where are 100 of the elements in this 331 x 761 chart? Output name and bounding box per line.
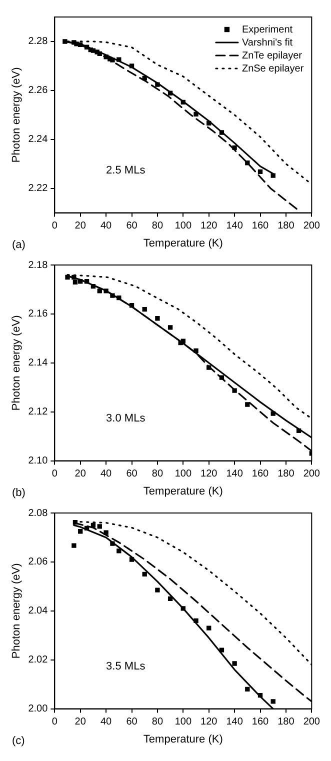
legend-label: Experiment [242,24,293,36]
point [155,588,160,592]
point [168,325,173,330]
x-tick-label: 100 [174,468,192,480]
y-tick-label: 2.06 [28,556,48,568]
y-tick-label: 2.16 [28,308,48,320]
point [97,51,102,56]
point [129,303,134,308]
x-tick-label: 100 [174,220,192,232]
point [78,529,83,534]
point [78,279,83,284]
point [206,365,212,370]
y-tick-label: 2.18 [28,260,48,271]
point [232,388,237,393]
point [168,90,173,96]
y-axis-title: Photon energy (eV) [10,563,23,659]
point [168,596,173,601]
x-tick-label: 180 [278,220,295,232]
point [104,530,108,535]
x-axis-title: Temperature (K) [143,237,223,250]
x-tick-label: 160 [252,468,270,480]
point [84,526,90,531]
text: (b) [12,487,26,499]
text: (c) [12,735,25,747]
x-tick-label: 200 [303,716,320,728]
x-tick-label: 160 [252,220,270,232]
point [270,411,276,416]
point [245,402,250,407]
point [90,522,96,528]
x-tick-label: 20 [74,468,86,480]
x-axis-title: Temperature (K) [143,485,223,498]
x-axis-title: Temperature (K) [143,733,223,746]
x-tick-label: 120 [200,468,218,480]
point [180,606,186,611]
x-tick-label: 140 [226,468,244,480]
point [84,44,90,50]
x-tick-label: 40 [100,468,112,480]
point [72,280,78,284]
x-tick-label: 60 [126,716,138,728]
point [72,520,78,525]
annotation: 3.0 MLs [106,412,146,425]
point [155,316,160,321]
x-tick-label: 40 [100,220,112,232]
point [232,661,237,666]
legend-label: Varshni's fit [242,37,293,48]
point [155,82,160,87]
point [65,274,70,280]
y-tick-label: 2.14 [28,358,48,369]
y-tick-label: 2.12 [28,406,48,418]
point [110,58,115,62]
x-tick-label: 100 [174,716,192,728]
point [194,348,198,353]
point [142,76,147,81]
y-tick-label: 2.26 [28,85,48,96]
x-tick-label: 140 [226,716,244,728]
point [97,288,102,294]
text: (a) [12,239,26,251]
y-tick-label: 2.10 [28,456,48,467]
point [232,145,237,150]
point [129,64,134,68]
x-tick-label: 200 [303,220,320,232]
point [74,42,79,46]
point [180,338,186,344]
x-tick-label: 80 [152,716,164,728]
point [129,557,134,562]
point [110,541,115,546]
x-tick-label: 120 [200,716,218,728]
point [90,284,96,289]
x-tick-label: 20 [74,220,86,232]
y-tick-label: 2.02 [28,654,48,666]
x-tick-label: 0 [52,716,58,728]
point [104,288,108,294]
point [116,548,122,554]
point [110,293,115,298]
point [258,693,263,698]
legend-label: ZnSe epilayer [242,63,304,74]
point [180,100,186,105]
x-tick-label: 20 [74,716,86,728]
y-tick-label: 2.22 [28,183,48,194]
point [62,39,68,44]
point [258,169,263,174]
point [142,572,147,577]
point [72,543,76,548]
point [270,699,276,704]
point [90,48,96,53]
point [219,130,224,135]
point [104,54,108,60]
point [116,295,122,300]
x-tick-label: 120 [200,220,218,232]
x-tick-label: 0 [52,468,58,480]
x-tick-label: 80 [152,220,164,232]
point [116,57,122,62]
y-tick-label: 2.08 [28,508,48,519]
legend-label: ZnTe epilayer [242,50,303,62]
point [84,279,90,284]
x-tick-label: 140 [226,220,244,232]
point [142,306,147,312]
y-axis-title: Photon energy (eV) [10,67,23,163]
y-tick-label: 2.00 [28,704,48,715]
point [194,618,198,624]
